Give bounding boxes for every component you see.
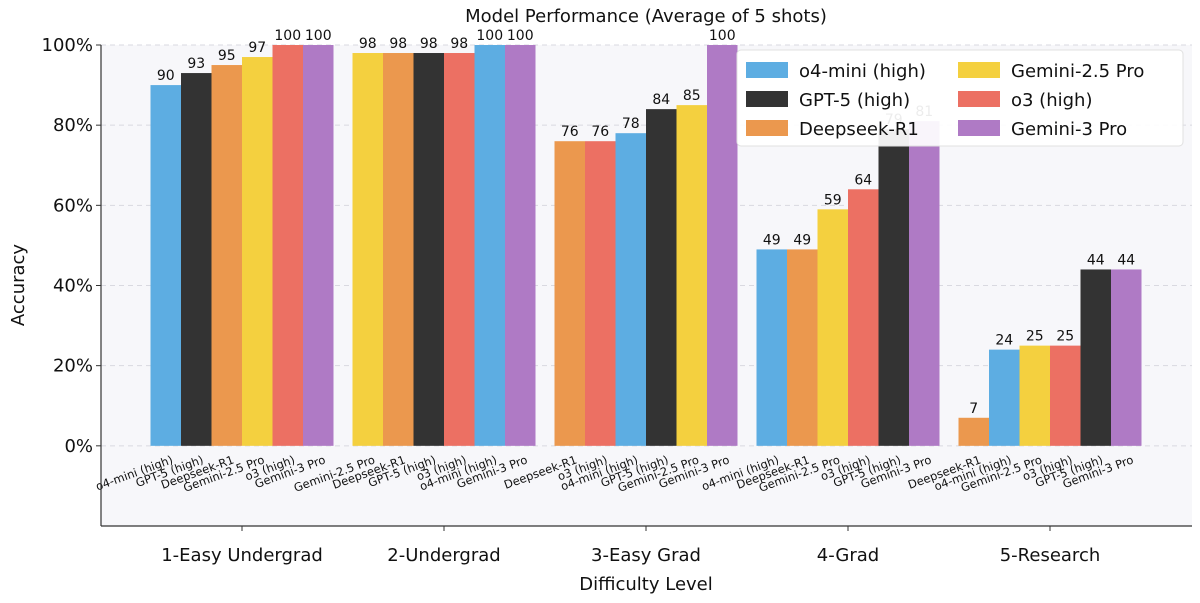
bar-value-label: 64 <box>854 172 872 188</box>
legend-swatch <box>746 120 788 136</box>
bar <box>211 65 242 446</box>
x-group-label: 4-Grad <box>817 545 879 566</box>
bar-value-label: 44 <box>1117 252 1135 268</box>
legend: o4-mini (high) GPT-5 (high) Deepseek-R1 Gem… <box>736 49 1184 147</box>
bar-value-label: 100 <box>274 28 301 44</box>
bar-value-label: 98 <box>420 36 438 52</box>
bar <box>1080 269 1111 446</box>
bar <box>676 105 707 446</box>
chart-title: Model Performance (Average of 5 shots) <box>465 6 827 27</box>
bar <box>303 45 334 446</box>
axes <box>100 45 1192 531</box>
bar <box>909 121 940 446</box>
bar-value-label: 90 <box>157 68 175 84</box>
bar-value-label: 49 <box>793 232 811 248</box>
bar <box>787 249 818 446</box>
y-axis-title: Accuracy <box>8 244 29 327</box>
bar <box>958 417 989 446</box>
bar-value-label: 78 <box>622 116 640 132</box>
bar-value-label: 98 <box>359 36 377 52</box>
bar <box>505 45 536 446</box>
bar <box>1050 345 1081 446</box>
y-tick-label: 80% <box>53 115 93 136</box>
bar-value-label: 84 <box>652 92 670 108</box>
bar <box>181 73 212 446</box>
bar <box>352 53 383 446</box>
x-group-label: 2-Undergrad <box>387 545 500 566</box>
bar <box>444 53 475 446</box>
x-axis-title: Difficulty Level <box>579 574 713 595</box>
legend-label: GPT-5 (high) <box>799 90 910 111</box>
bar <box>1019 345 1050 446</box>
x-group-labels: 1-Easy Undergrad 2-Undergrad 3-Easy Grad 4-… <box>161 545 1100 566</box>
legend-swatch <box>958 62 1000 78</box>
bar-value-label: 100 <box>476 28 503 44</box>
legend-swatch <box>958 91 1000 107</box>
bar-value-label: 100 <box>709 28 736 44</box>
bar-value-label: 100 <box>507 28 534 44</box>
bar <box>383 53 414 446</box>
bar <box>242 57 273 446</box>
legend-label: o4-mini (high) <box>799 61 926 82</box>
legend-label: o3 (high) <box>1011 90 1092 111</box>
bar-value-label: 59 <box>824 192 842 208</box>
bar-value-label: 98 <box>450 36 468 52</box>
legend-swatch <box>958 120 1000 136</box>
bar-value-label: 7 <box>969 401 978 417</box>
bar-value-label: 100 <box>305 28 332 44</box>
bar-value-label: 49 <box>763 232 781 248</box>
bar-value-label: 76 <box>561 124 579 140</box>
y-tick-label: 0% <box>64 436 93 457</box>
bar <box>707 45 738 446</box>
bar <box>817 209 848 446</box>
x-group-label: 5-Research <box>1000 545 1101 566</box>
bar-value-label: 76 <box>591 124 609 140</box>
y-tick-label: 20% <box>53 356 93 377</box>
legend-label: Deepseek-R1 <box>799 119 919 140</box>
bar-value-label: 97 <box>248 40 266 56</box>
bar <box>646 109 677 446</box>
legend-swatch <box>746 62 788 78</box>
bar-value-label: 24 <box>995 333 1013 349</box>
bars <box>150 45 1142 446</box>
bar-value-label: 25 <box>1026 329 1044 345</box>
bar <box>1111 269 1142 446</box>
x-group-label: 1-Easy Undergrad <box>161 545 323 566</box>
bar <box>878 129 909 446</box>
bar-value-label: 44 <box>1087 252 1105 268</box>
bar <box>272 45 303 446</box>
bar <box>474 45 505 446</box>
bar <box>756 249 787 446</box>
bar-value-label: 93 <box>187 56 205 72</box>
legend-label: Gemini-2.5 Pro <box>1011 61 1144 82</box>
bar <box>150 85 181 446</box>
y-tick-label: 40% <box>53 276 93 297</box>
x-group-label: 3-Easy Grad <box>591 545 701 566</box>
y-tick-label: 60% <box>53 195 93 216</box>
bar <box>848 189 879 446</box>
bar <box>615 133 646 446</box>
bar-value-label: 85 <box>683 88 701 104</box>
legend-label: Gemini-3 Pro <box>1011 119 1127 140</box>
bar-value-label: 98 <box>389 36 407 52</box>
bar <box>989 349 1020 446</box>
y-tick-label: 100% <box>42 35 93 56</box>
bar <box>554 141 585 446</box>
bar-value-label: 25 <box>1056 329 1074 345</box>
bar <box>413 53 444 446</box>
bar-value-label: 95 <box>218 48 236 64</box>
legend-swatch <box>746 91 788 107</box>
bar <box>585 141 616 446</box>
y-tick-labels: 0% 20% 40% 60% 80% 100% <box>42 35 93 457</box>
